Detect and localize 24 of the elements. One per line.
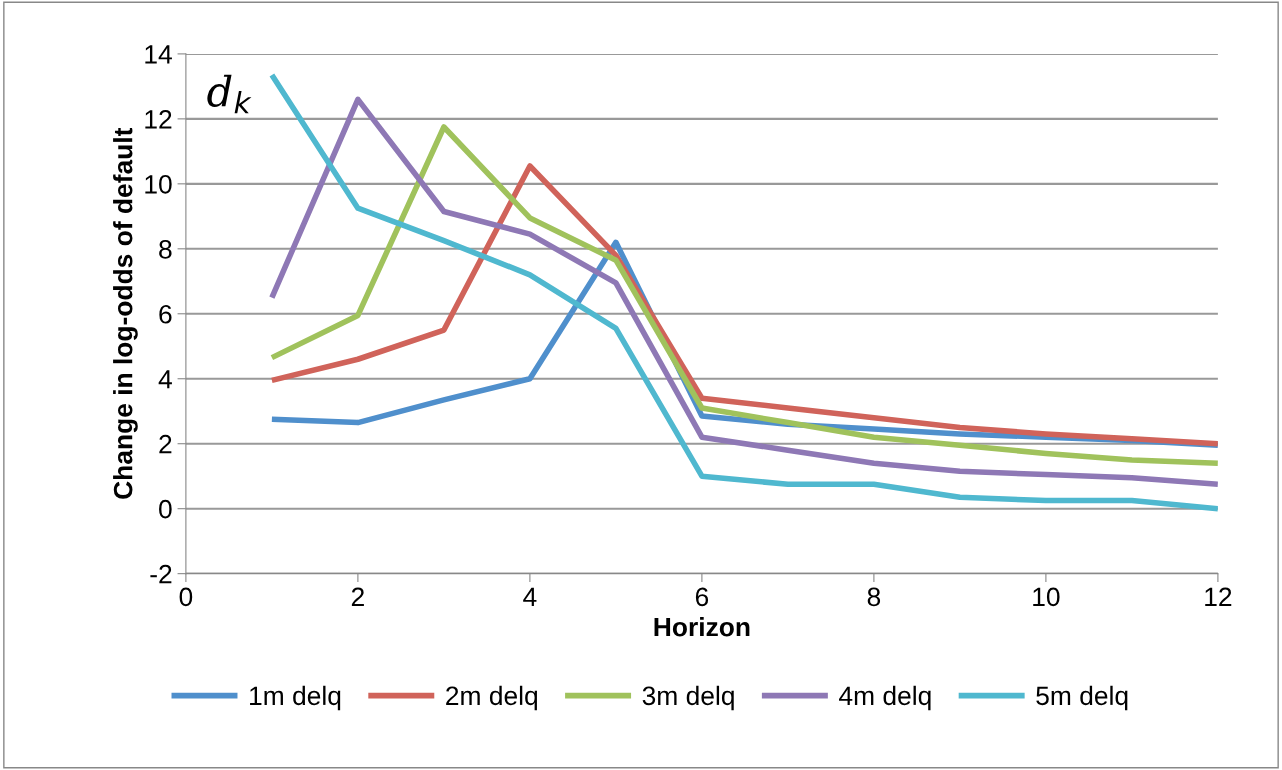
x-tick-label: 6 — [695, 587, 709, 607]
y-tick-label: -2 — [150, 564, 172, 584]
y-tick-label: 6 — [159, 304, 172, 324]
legend-label: 4m delq — [839, 685, 931, 711]
x-tick-label: 8 — [867, 587, 881, 607]
y-tick-label: 2 — [159, 434, 172, 454]
x-tick-label: 0 — [179, 587, 193, 607]
y-tick-label: 14 — [145, 45, 172, 64]
y-tick-label: 8 — [159, 239, 172, 259]
legend-label: 3m delq — [642, 685, 734, 711]
y-tick-label: 0 — [159, 499, 172, 519]
y-tick-label: 4 — [158, 370, 172, 389]
x-tick-label: 12 — [1205, 587, 1232, 606]
y-tick-label: 10 — [145, 174, 172, 194]
x-tick-label: 4 — [523, 587, 537, 606]
x-axis-title: Horizon — [654, 617, 750, 637]
y-axis-title: Change in log-odds of default — [113, 127, 138, 499]
x-tick-label: 2 — [351, 587, 364, 606]
legend-label: 5m delq — [1036, 685, 1128, 711]
y-tick-label: 12 — [145, 110, 172, 129]
annotation: d$_{k}$ — [207, 74, 252, 114]
legend-label: 1m delq — [250, 685, 341, 711]
legend-label: 2m delq — [446, 685, 538, 711]
x-tick-label: 10 — [1033, 587, 1060, 607]
